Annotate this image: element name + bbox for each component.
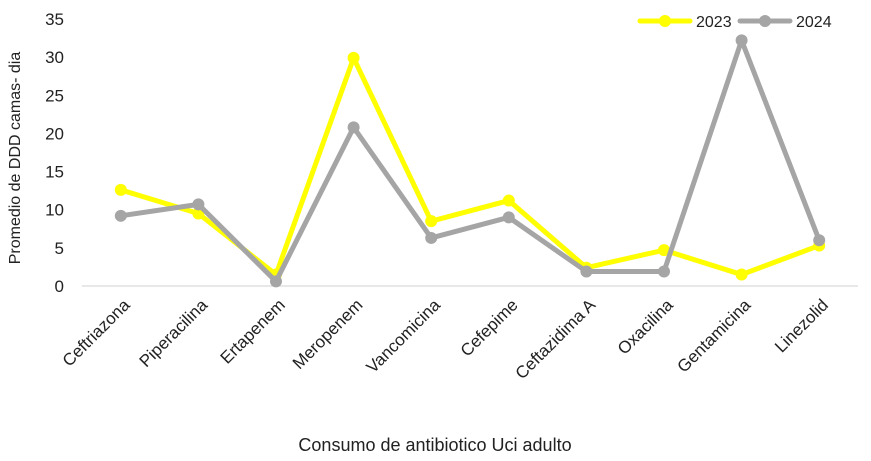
x-tick-label: Ertapenem bbox=[217, 295, 289, 367]
x-tick-label: Ceftazidima A bbox=[512, 295, 600, 383]
y-tick-label: 35 bbox=[45, 10, 64, 29]
data-point-2024 bbox=[192, 198, 205, 211]
y-tick-label: 30 bbox=[45, 48, 64, 67]
legend-label-2023: 2023 bbox=[696, 14, 732, 31]
y-axis-ticks: 0 5 10 15 20 25 30 35 bbox=[45, 10, 64, 296]
series-layer bbox=[114, 34, 826, 288]
x-axis-ticks: Ceftriazona Piperacilina Ertapenem Meropene… bbox=[59, 295, 832, 383]
data-point-2023 bbox=[425, 215, 438, 228]
x-tick-label: Gentamicina bbox=[674, 295, 755, 376]
x-tick-label: Linezolid bbox=[771, 295, 832, 356]
x-tick-label: Meropenem bbox=[289, 295, 367, 373]
data-point-2024 bbox=[502, 211, 515, 224]
data-point-2024 bbox=[270, 275, 282, 288]
data-point-2023 bbox=[114, 183, 127, 196]
data-point-2024 bbox=[114, 209, 127, 222]
data-point-2024 bbox=[735, 34, 748, 47]
y-axis-title: Promedio de DDD camas- dia bbox=[7, 52, 24, 265]
x-tick-label: Oxacilina bbox=[614, 295, 677, 358]
x-tick-label: Cefepime bbox=[457, 295, 522, 360]
x-tick-label: Vancomicina bbox=[363, 295, 445, 377]
data-point-2023 bbox=[347, 51, 360, 64]
y-tick-label: 0 bbox=[55, 277, 64, 296]
y-tick-label: 15 bbox=[45, 163, 64, 182]
data-point-2024 bbox=[580, 265, 593, 278]
x-axis-title: Consumo de antibiotico Uci adulto bbox=[298, 435, 571, 455]
legend-marker-2024 bbox=[759, 15, 771, 27]
data-point-2023 bbox=[502, 194, 515, 207]
data-point-2023 bbox=[735, 268, 748, 281]
data-point-2024 bbox=[347, 121, 360, 134]
data-point-2024 bbox=[658, 265, 670, 278]
data-point-2024 bbox=[813, 234, 826, 247]
y-tick-label: 5 bbox=[55, 239, 64, 258]
series-line-2023 bbox=[118, 55, 822, 278]
y-tick-label: 25 bbox=[45, 86, 64, 105]
y-tick-label: 20 bbox=[45, 124, 64, 143]
y-tick-label: 10 bbox=[45, 201, 64, 220]
data-point-2024 bbox=[425, 231, 438, 244]
legend-label-2024: 2024 bbox=[796, 14, 832, 31]
legend-marker-2023 bbox=[659, 15, 671, 27]
legend: 2023 2024 bbox=[637, 14, 832, 31]
data-point-2023 bbox=[658, 244, 670, 257]
x-tick-label: Ceftriazona bbox=[59, 295, 134, 370]
x-tick-label: Piperacilina bbox=[136, 295, 212, 371]
series-line-2024 bbox=[118, 37, 822, 284]
